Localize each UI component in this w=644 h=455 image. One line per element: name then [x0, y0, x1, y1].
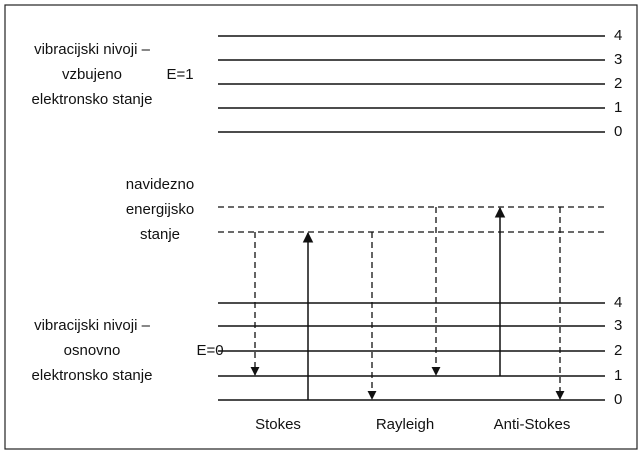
- level-number: 0: [614, 391, 622, 408]
- frame: [4, 4, 638, 450]
- process-label: Anti-Stokes: [494, 416, 571, 433]
- level-number: 1: [614, 99, 622, 116]
- process-label: Rayleigh: [376, 416, 434, 433]
- level-number: 3: [614, 317, 622, 334]
- level-number: 3: [614, 51, 622, 68]
- upper-label: vibracijski nivoji –: [34, 41, 151, 58]
- level-number: 4: [614, 27, 622, 44]
- level-number: 4: [614, 294, 622, 311]
- upper-energy: E=1: [166, 66, 193, 83]
- virtual-label: navidezno: [126, 176, 194, 193]
- process-label: Stokes: [255, 416, 301, 433]
- lower-label: vibracijski nivoji –: [34, 317, 151, 334]
- upper-label: elektronsko stanje: [32, 91, 153, 108]
- level-number: 1: [614, 367, 622, 384]
- level-number: 2: [614, 342, 622, 359]
- lower-label: elektronsko stanje: [32, 367, 153, 384]
- virtual-label: stanje: [140, 226, 180, 243]
- level-number: 0: [614, 123, 622, 140]
- upper-label: vzbujeno: [62, 66, 122, 83]
- lower-energy: E=0: [196, 342, 223, 359]
- lower-label: osnovno: [64, 342, 121, 359]
- level-number: 2: [614, 75, 622, 92]
- virtual-label: energijsko: [126, 201, 194, 218]
